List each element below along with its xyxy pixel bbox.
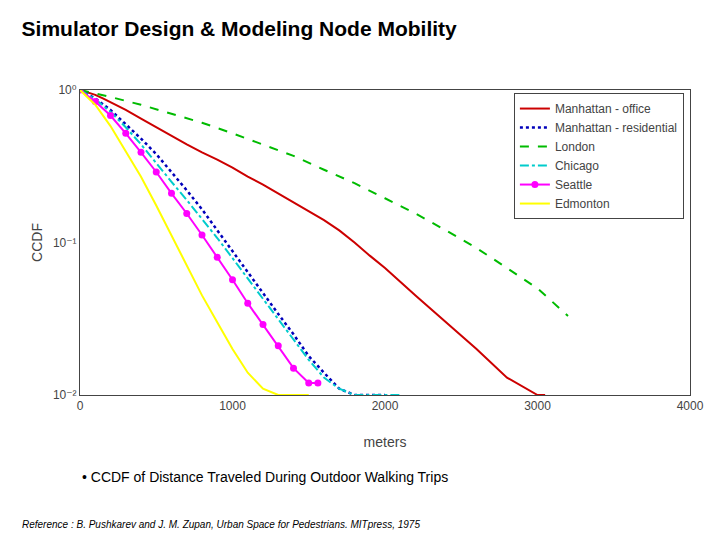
svg-text:Reference : B. Pushkarev and J: Reference : B. Pushkarev and J. M. Zupan…	[22, 519, 420, 530]
svg-text:Edmonton: Edmonton	[555, 197, 610, 211]
svg-text:Chicago: Chicago	[555, 159, 599, 173]
svg-text:2000: 2000	[372, 399, 399, 413]
svg-text:Manhattan - office: Manhattan - office	[555, 102, 651, 116]
svg-text:meters: meters	[364, 434, 407, 450]
svg-text:CCDF: CCDF	[29, 223, 45, 262]
svg-text:3000: 3000	[524, 399, 551, 413]
svg-text:0: 0	[77, 399, 84, 413]
svg-text:London: London	[555, 140, 595, 154]
svg-text:10⁻²: 10⁻²	[53, 388, 77, 402]
svg-text:• CCDF of Distance Traveled Du: • CCDF of Distance Traveled During Outdo…	[82, 469, 448, 485]
svg-text:1000: 1000	[219, 399, 246, 413]
svg-text:10⁻¹: 10⁻¹	[53, 236, 77, 250]
svg-text:Simulator Design & Modeling No: Simulator Design & Modeling Node Mobilit…	[22, 17, 457, 40]
svg-text:4000: 4000	[677, 399, 704, 413]
svg-text:Manhattan - residential: Manhattan - residential	[555, 121, 677, 135]
svg-text:10⁰: 10⁰	[58, 83, 76, 97]
svg-text:Seattle: Seattle	[555, 178, 593, 192]
